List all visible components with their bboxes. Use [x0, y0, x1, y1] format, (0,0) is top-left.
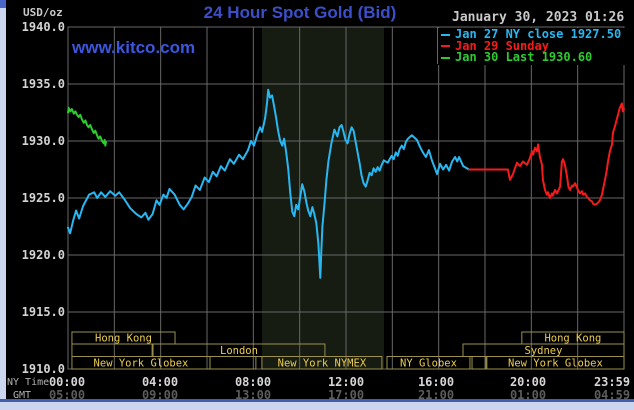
x-axis-tick-gmt: 09:00 [141, 388, 179, 402]
series-line-jan30 [67, 106, 107, 147]
page-title: 24 Hour Spot Gold (Bid) [203, 3, 397, 22]
session-label: London [220, 345, 258, 357]
session-label: NY Globex [400, 357, 457, 369]
y-axis-tick-label: 1935.0 [21, 77, 65, 91]
kitco-link[interactable]: www.kitco.com [72, 38, 196, 57]
x-axis-tick-gmt: 05:00 [48, 388, 86, 402]
y-axis-tick-label: 1910.0 [21, 362, 65, 376]
page-frame-accent-line [0, 399, 634, 402]
legend-item-label: Jan 29 Sunday [455, 38, 549, 53]
x-axis-tick-gmt: 04:59 [593, 388, 631, 402]
page-frame-bottom [0, 402, 634, 410]
x-axis-tick-gmt: 17:00 [327, 388, 365, 402]
session-label: New York NYMEX [278, 357, 367, 369]
chart-legend: Jan 27 NY close 1927.50 Jan 29 Sunday Ja… [441, 27, 622, 64]
page-frame-left [0, 0, 6, 402]
x-axis-tick-gmt: 13:00 [234, 388, 272, 402]
y-axis-tick-label: 1915.0 [21, 305, 65, 319]
legend-dash-icon [441, 56, 450, 59]
session-box [209, 356, 257, 370]
session-label: Hong Kong [95, 333, 152, 345]
x-axis-tick-ny: 00:00 [48, 375, 86, 389]
ny-time-axis-label: NY Time [7, 377, 50, 388]
session-box-new-york-nymex [261, 356, 383, 370]
session-label: Sydney [525, 345, 563, 357]
session-label: Hong Kong [544, 333, 601, 345]
session-label: New York Globex [508, 357, 603, 369]
units-label: USD/oz [23, 6, 63, 19]
legend-dash-icon [441, 33, 450, 36]
y-axis-tick-label: 1920.0 [21, 248, 65, 262]
legend-dash-icon [441, 45, 450, 47]
x-axis-tick-ny: 16:00 [417, 375, 455, 389]
y-axis-tick-label: 1940.0 [21, 20, 65, 34]
session-label: New York Globex [94, 357, 189, 369]
session-box-new-york-globex [486, 356, 625, 370]
x-axis-tick-gmt: 21:00 [417, 388, 455, 402]
y-axis-tick-label: 1930.0 [21, 134, 65, 148]
x-axis-tick-ny: 08:00 [234, 375, 272, 389]
datetime-label: January 30, 2023 01:26 [452, 10, 625, 25]
x-axis-tick-ny: 12:00 [327, 375, 365, 389]
legend-background [437, 28, 634, 65]
series-line-jan27 [67, 88, 470, 279]
series-line-jan29 [468, 102, 625, 206]
x-axis-tick-ny: 04:00 [141, 375, 179, 389]
y-axis-tick-label: 1925.0 [21, 191, 65, 205]
session-box-ny-globex [386, 356, 471, 370]
scrollbar-fragment [0, 0, 6, 8]
legend-item-label: Jan 27 NY close 1927.50 [455, 27, 622, 41]
x-axis-tick-gmt: 01:00 [509, 388, 547, 402]
x-axis-tick-ny: 23:59 [593, 375, 631, 389]
gmt-axis-label: GMT [13, 390, 32, 401]
session-box [71, 343, 153, 357]
x-axis-tick-ny: 20:00 [509, 375, 547, 389]
legend-item-label: Jan 30 Last 1930.60 [455, 50, 593, 64]
session-box [471, 356, 487, 370]
legend-item-jan29: Jan 29 Sunday [441, 38, 621, 53]
legend-item-jan30: Jan 30 Last 1930.60 [441, 50, 621, 64]
legend-item-jan27: Jan 27 NY close 1927.50 [441, 27, 622, 41]
